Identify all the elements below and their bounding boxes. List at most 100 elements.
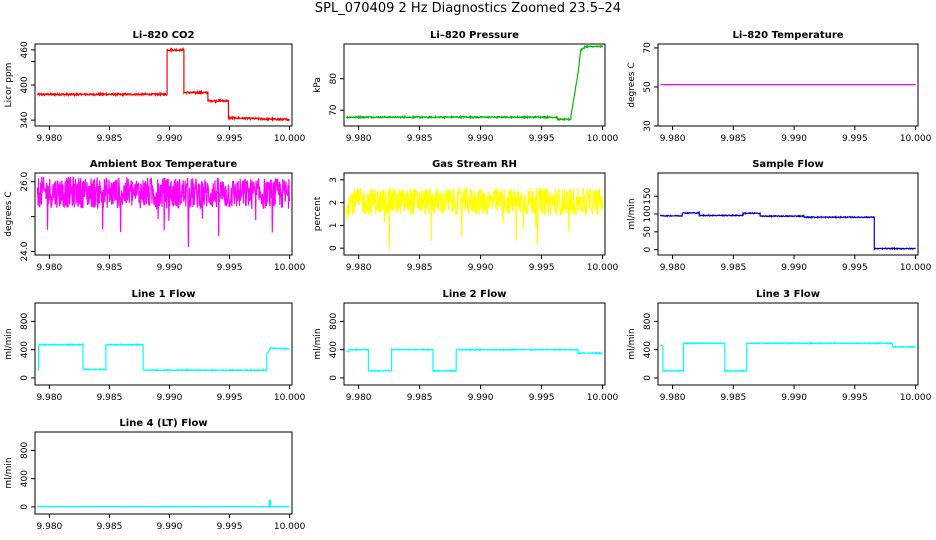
x-tick-label: 10.000 bbox=[587, 393, 619, 403]
panel-title: Li–820 Pressure bbox=[430, 30, 519, 41]
plot-frame bbox=[34, 302, 293, 386]
page-title: SPL_070409 2 Hz Diagnostics Zoomed 23.5–… bbox=[314, 1, 622, 16]
y-tick-label: 26.0 bbox=[20, 171, 30, 191]
y-tick-label: 80 bbox=[329, 73, 339, 85]
x-tick-label: 9.995 bbox=[217, 522, 243, 532]
y-tick-label: 460 bbox=[20, 41, 30, 58]
x-tick-label: 9.990 bbox=[781, 134, 807, 144]
x-tick-label: 9.995 bbox=[217, 393, 243, 403]
x-tick-label: 9.980 bbox=[346, 134, 372, 144]
y-tick-label: 800 bbox=[20, 313, 30, 330]
y-tick-label: 50 bbox=[643, 226, 653, 238]
x-tick-label: 10.000 bbox=[587, 263, 619, 273]
panel-title: Li–820 Temperature bbox=[732, 30, 843, 41]
y-tick-label: 3 bbox=[329, 177, 339, 183]
panel-title: Ambient Box Temperature bbox=[90, 159, 237, 170]
x-tick-label: 9.995 bbox=[842, 134, 868, 144]
y-tick-label: 30 bbox=[643, 120, 653, 132]
x-tick-label: 9.995 bbox=[529, 134, 555, 144]
y-tick-label: 70 bbox=[643, 42, 653, 54]
y-axis-label: ml/min bbox=[4, 457, 14, 488]
y-axis-label: ml/min bbox=[313, 328, 323, 359]
y-tick-label: 50 bbox=[643, 81, 653, 93]
y-axis-label: ml/min bbox=[4, 328, 14, 359]
chart-panel-8: Line 2 Flow 9.980 9.985 9.990 9.995 10.000 0 40… bbox=[313, 289, 619, 403]
chart-panel-4: Ambient Box Temperature 9.980 9.985 9.990 9.… bbox=[4, 159, 306, 273]
y-axis-label: degrees C bbox=[627, 62, 637, 107]
x-tick-label: 10.000 bbox=[274, 134, 306, 144]
y-tick-label: 0 bbox=[20, 375, 30, 381]
x-tick-label: 9.980 bbox=[346, 263, 372, 273]
y-tick-label: 400 bbox=[20, 470, 30, 487]
x-tick-label: 9.990 bbox=[157, 263, 183, 273]
y-tick-label: 2 bbox=[329, 200, 339, 206]
x-tick-label: 9.980 bbox=[660, 393, 686, 403]
y-tick-label: 0 bbox=[643, 375, 653, 381]
x-tick-label: 9.980 bbox=[660, 134, 686, 144]
series-line bbox=[659, 210, 916, 251]
x-tick-label: 9.985 bbox=[407, 263, 433, 273]
x-tick-label: 10.000 bbox=[587, 134, 619, 144]
y-tick-label: 150 bbox=[643, 187, 653, 204]
y-tick-label: 340 bbox=[20, 111, 30, 128]
x-tick-label: 9.980 bbox=[346, 393, 372, 403]
y-axis-label: degrees C bbox=[4, 191, 14, 236]
x-tick-label: 9.990 bbox=[157, 393, 183, 403]
x-tick-label: 10.000 bbox=[274, 263, 306, 273]
plot-frame bbox=[657, 43, 919, 127]
panel-title: Line 2 Flow bbox=[443, 289, 507, 300]
x-tick-label: 9.980 bbox=[37, 263, 63, 273]
plot-frame bbox=[657, 172, 919, 256]
series-line bbox=[345, 347, 603, 373]
panel-title: Gas Stream RH bbox=[432, 159, 517, 170]
series-line bbox=[345, 186, 604, 251]
x-tick-label: 9.995 bbox=[842, 393, 868, 403]
plot-frame bbox=[34, 431, 293, 515]
chart-panel-5: Gas Stream RH 9.980 9.985 9.990 9.995 10.000 0… bbox=[313, 159, 619, 273]
x-tick-label: 9.985 bbox=[97, 263, 123, 273]
plot-frame bbox=[343, 43, 606, 127]
y-axis-label: ml/min bbox=[627, 328, 637, 359]
x-tick-label: 9.985 bbox=[720, 134, 746, 144]
plot-frame bbox=[343, 302, 606, 386]
panel-title: Sample Flow bbox=[752, 159, 824, 170]
series-line bbox=[36, 176, 291, 248]
panel-title: Line 3 Flow bbox=[756, 289, 820, 300]
y-tick-label: 100 bbox=[643, 205, 653, 222]
x-tick-label: 9.990 bbox=[781, 263, 807, 273]
x-tick-label: 9.985 bbox=[407, 393, 433, 403]
x-tick-label: 9.995 bbox=[529, 393, 555, 403]
y-axis-label: kPa bbox=[313, 77, 323, 93]
x-tick-label: 9.995 bbox=[842, 263, 868, 273]
x-tick-label: 9.980 bbox=[660, 263, 686, 273]
y-tick-label: 1 bbox=[329, 223, 339, 229]
y-tick-label: 400 bbox=[329, 341, 339, 358]
y-tick-label: 800 bbox=[643, 313, 653, 330]
y-axis-label: percent bbox=[313, 196, 323, 231]
x-tick-label: 9.985 bbox=[97, 393, 123, 403]
panel-title: Li–820 CO2 bbox=[133, 30, 195, 41]
x-tick-label: 9.995 bbox=[217, 134, 243, 144]
x-tick-label: 9.990 bbox=[157, 134, 183, 144]
y-tick-label: 800 bbox=[20, 442, 30, 459]
y-axis-label: ml/min bbox=[627, 198, 637, 229]
x-tick-label: 9.990 bbox=[468, 134, 494, 144]
panel-title: Line 1 Flow bbox=[132, 289, 196, 300]
x-tick-label: 10.000 bbox=[274, 393, 306, 403]
chart-panel-3: Li–820 Temperature 9.980 9.985 9.990 9.995 10… bbox=[627, 30, 932, 144]
y-tick-label: 800 bbox=[329, 313, 339, 330]
plot-frame bbox=[34, 172, 293, 256]
x-tick-label: 9.980 bbox=[37, 522, 63, 532]
x-tick-label: 10.000 bbox=[274, 522, 306, 532]
chart-panel-7: Line 1 Flow 9.980 9.985 9.990 9.995 10.000 0 40… bbox=[4, 289, 306, 403]
series-line bbox=[37, 499, 290, 508]
chart-panel-1: Li–820 CO2 9.980 9.985 9.990 9.995 10.000 340 4… bbox=[4, 30, 306, 144]
y-tick-label: 0 bbox=[20, 504, 30, 510]
x-tick-label: 9.990 bbox=[157, 522, 183, 532]
x-tick-label: 9.995 bbox=[529, 263, 555, 273]
x-tick-label: 9.985 bbox=[720, 393, 746, 403]
y-tick-label: 70 bbox=[329, 104, 339, 116]
x-tick-label: 9.990 bbox=[468, 393, 494, 403]
x-tick-label: 9.985 bbox=[97, 522, 123, 532]
